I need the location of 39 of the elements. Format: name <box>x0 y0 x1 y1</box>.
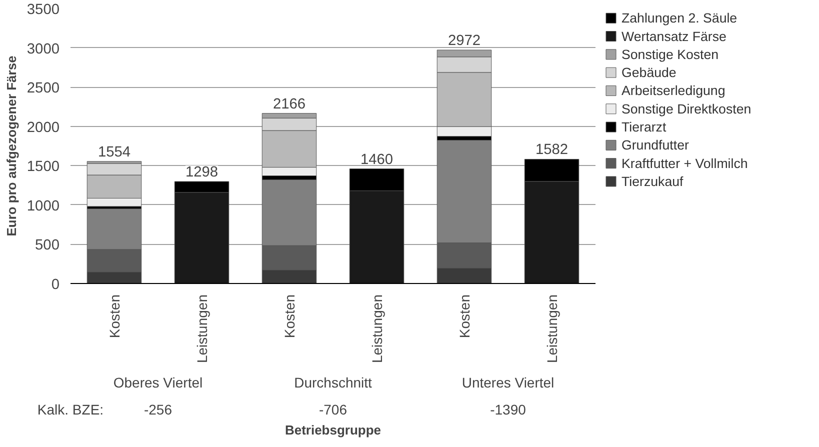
total-label: 1298 <box>185 164 218 181</box>
legend-label: Sonstige Direktkosten <box>622 101 752 116</box>
y-tick-label: 3500 <box>26 2 60 18</box>
text: Durchschnitt <box>294 374 372 390</box>
text: Unteres Viertel <box>462 374 554 390</box>
legend-label: Tierzukauf <box>622 174 684 189</box>
x-tick-label: Leistungen <box>544 294 560 364</box>
y-tick-label: 0 <box>51 277 60 293</box>
y-tick-label: 3000 <box>26 41 60 58</box>
legend-label: Sonstige Kosten <box>622 46 719 62</box>
y-tick-label: 1000 <box>26 198 60 214</box>
total-label: 2972 <box>448 32 481 49</box>
y-tick-label: 500 <box>35 238 60 254</box>
legend-label: Grundfutter <box>622 138 690 153</box>
text: Kalk. BZE: <box>37 402 104 418</box>
y-axis-title: Euro pro aufgezogener Färse <box>4 56 19 236</box>
y-tick-label: 1500 <box>26 159 60 176</box>
text: Oberes Viertel <box>113 374 203 390</box>
y-tick-label: 2000 <box>26 120 60 136</box>
y-tick-label: 2500 <box>26 80 60 97</box>
legend-label: Wertansatz Färse <box>622 28 726 44</box>
x-tick-label: Kosten <box>281 294 298 338</box>
total-label: 1554 <box>98 144 131 160</box>
text: -706 <box>318 402 348 418</box>
legend-label: Zahlungen 2. Säule <box>622 10 738 26</box>
legend-label: Arbeitserledigung <box>622 83 726 98</box>
legend-label: Gebäude <box>622 65 676 80</box>
x-tick-label: Leistungen <box>194 294 210 364</box>
legend-label: Tierarzt <box>622 120 666 135</box>
total-label: 2166 <box>272 96 306 112</box>
text: -1390 <box>490 402 526 418</box>
x-axis-title: Betriebsgruppe <box>284 422 382 438</box>
total-label: 1460 <box>360 152 394 168</box>
x-tick-label: Leistungen <box>368 294 385 364</box>
total-label: 1582 <box>535 142 568 158</box>
x-tick-label: Kosten <box>106 294 122 338</box>
legend-label: Kraftfutter + Vollmilch <box>622 156 748 171</box>
text: -256 <box>144 402 172 418</box>
x-tick-label: Kosten <box>456 294 472 338</box>
